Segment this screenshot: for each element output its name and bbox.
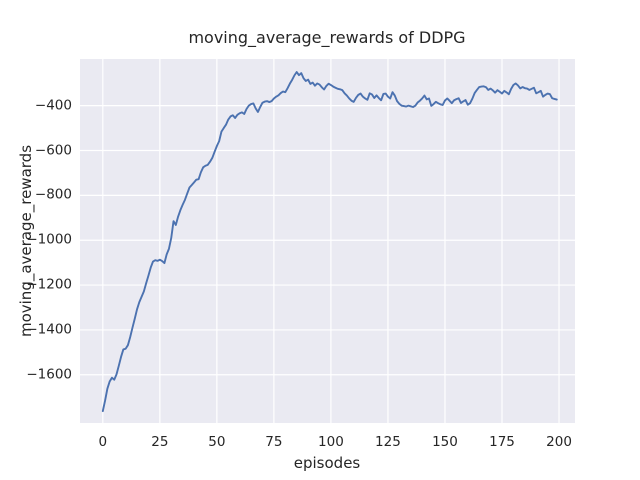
y-tick-label: −600: [34, 141, 72, 158]
x-tick-label: 50: [208, 434, 226, 450]
x-tick-label: 100: [318, 434, 344, 450]
chart-title: moving_average_rewards of DDPG: [188, 28, 466, 47]
y-tick-label: −800: [34, 186, 72, 203]
y-tick-label: −400: [34, 96, 72, 113]
x-tick-label: 75: [265, 434, 283, 450]
x-tick-label: 175: [489, 434, 515, 450]
series-line-moving_average_rewards: [101, 71, 558, 413]
plot-area: [80, 59, 575, 423]
x-tick-label: 0: [98, 434, 108, 450]
y-tick-label: −1000: [26, 231, 72, 248]
x-tick-label: 150: [432, 434, 458, 450]
y-tick-label: −1600: [26, 366, 72, 383]
y-tick-label: −1200: [26, 276, 72, 293]
x-tick-label: 200: [546, 434, 572, 450]
x-tick-label: 25: [151, 434, 169, 450]
y-tick-label: −1400: [26, 321, 72, 338]
x-axis-label: episodes: [293, 454, 361, 472]
x-tick-label: 125: [375, 434, 401, 450]
